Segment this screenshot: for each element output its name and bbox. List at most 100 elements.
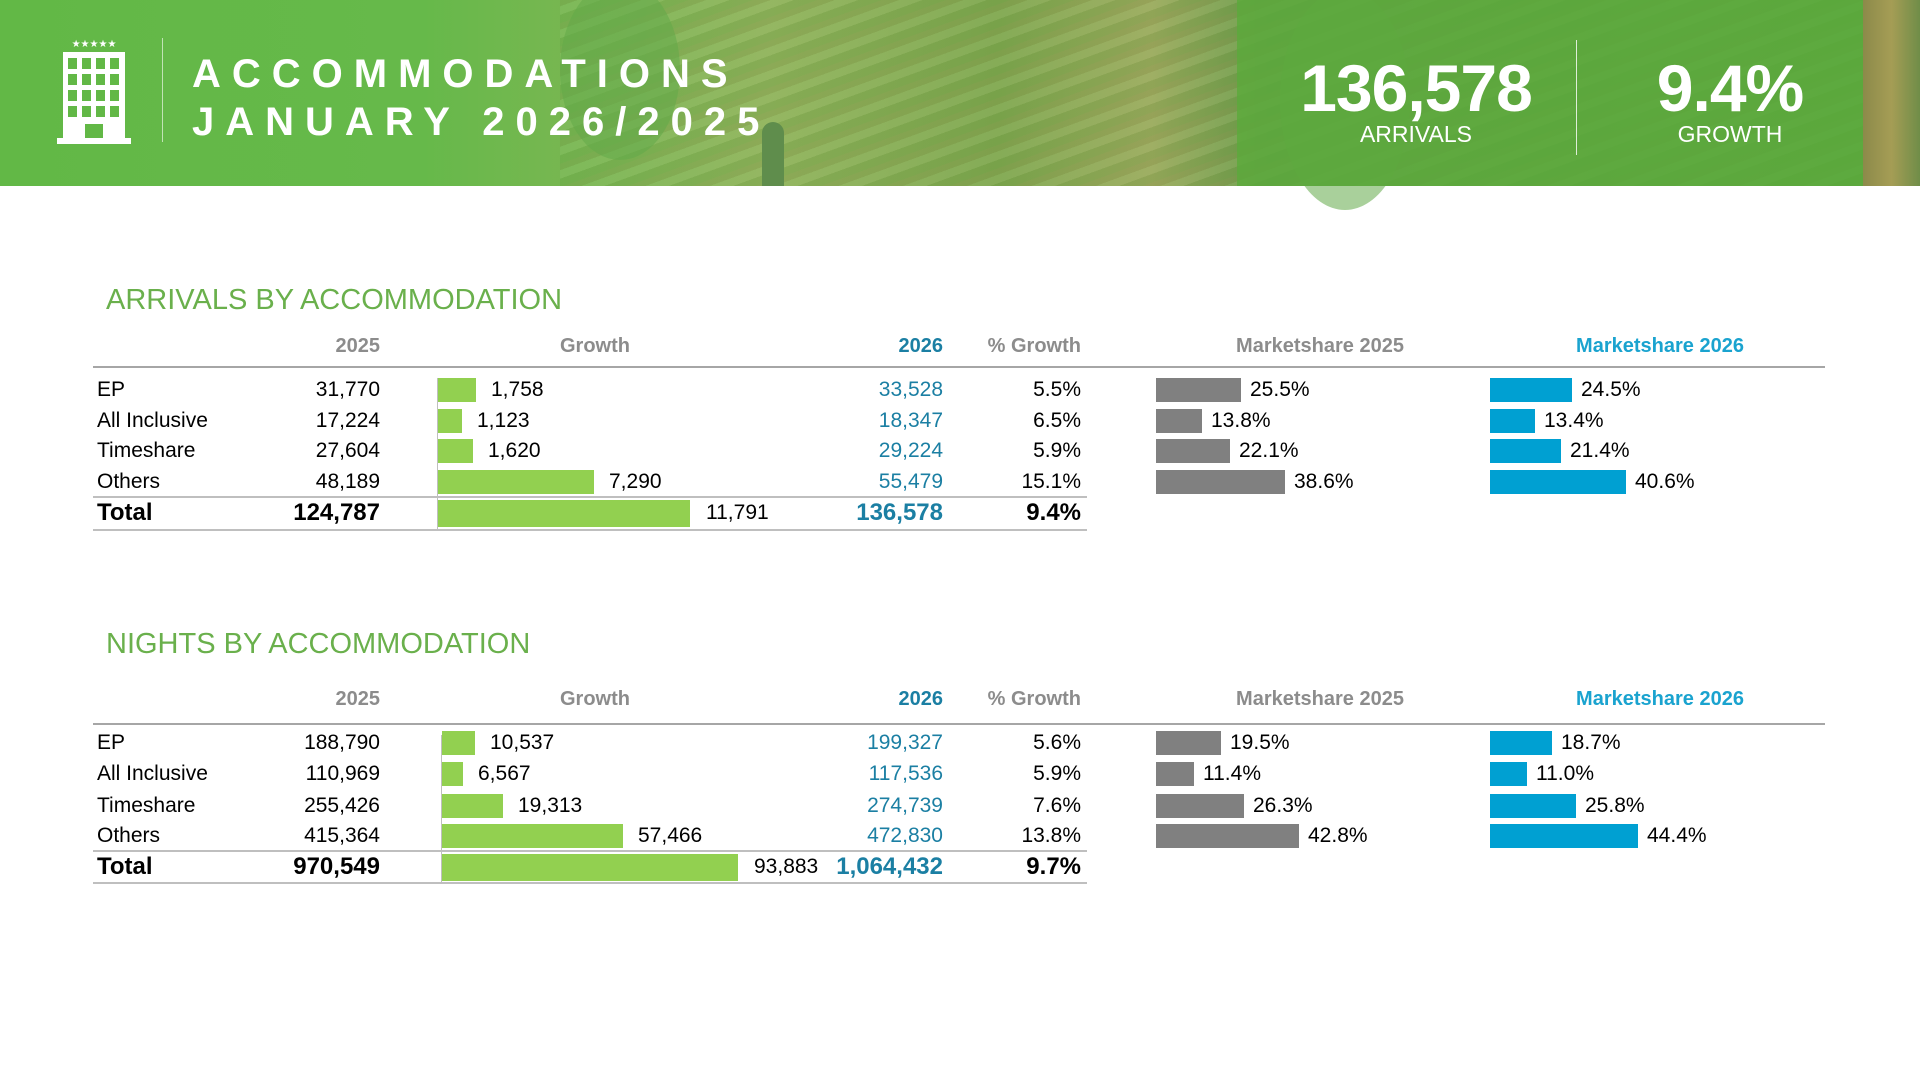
marketshare-2026-bar (1490, 409, 1535, 433)
pct-growth: 9.7% (1026, 853, 1081, 880)
title-line-1: ACCOMMODATIONS (192, 52, 739, 96)
growth-bar (442, 731, 475, 755)
column-header-ms2026: Marketshare 2026 (1576, 688, 1744, 710)
column-header-growth: Growth (560, 335, 630, 357)
growth-value: 1,620 (488, 439, 541, 462)
pct-growth: 5.9% (1033, 762, 1081, 785)
growth-bar (438, 439, 473, 463)
value-2025: 970,549 (293, 853, 380, 880)
kpi-value: 136,578 (1300, 51, 1533, 125)
table-row: EP 188,790 10,537 199,327 5.6% 19.5% 18.7% (0, 728, 1920, 758)
marketshare-2026-value: 40.6% (1635, 470, 1695, 493)
bottom-rule (93, 882, 1087, 884)
marketshare-2026-value: 21.4% (1570, 439, 1630, 462)
marketshare-2025-bar (1156, 378, 1241, 402)
row-label: Timeshare (97, 794, 196, 817)
table-row: All Inclusive 110,969 6,567 117,536 5.9% 11.4… (0, 759, 1920, 789)
kpi-label: ARRIVALS (1359, 121, 1473, 147)
marketshare-2025-value: 26.3% (1253, 794, 1313, 817)
value-2026: 472,830 (867, 824, 943, 847)
hotel-building-icon: ★★★★★ (57, 39, 131, 144)
kpi-panel (1237, 0, 1863, 186)
value-2026: 18,347 (878, 409, 943, 432)
marketshare-2026-bar (1490, 439, 1561, 463)
marketshare-2026-value: 24.5% (1581, 378, 1641, 401)
column-header-ms2025: Marketshare 2025 (1236, 335, 1404, 357)
marketshare-2026-bar (1490, 762, 1527, 786)
column-header-ms2026: Marketshare 2026 (1576, 335, 1744, 357)
value-2025: 188,790 (304, 731, 380, 754)
pct-growth: 9.4% (1026, 499, 1081, 526)
header-banner: ★★★★★ ACCOMMODATIONS JANUARY 2026/2025 1… (0, 0, 1920, 210)
kpi-value: 9.4% (1656, 51, 1804, 125)
growth-value: 6,567 (478, 762, 531, 785)
table-row: Timeshare 255,426 19,313 274,739 7.6% 26.3% 25… (0, 791, 1920, 821)
marketshare-2025-bar (1156, 439, 1230, 463)
marketshare-2025-bar (1156, 762, 1194, 786)
section-title: NIGHTS BY ACCOMMODATION (106, 628, 531, 660)
value-2025: 48,189 (315, 470, 380, 493)
kpi-growth: 9.4% GROWTH (1580, 54, 1880, 146)
column-header-growth: Growth (560, 688, 630, 710)
value-2026: 33,528 (878, 378, 943, 401)
row-label: All Inclusive (97, 409, 208, 432)
table-row: Timeshare 27,604 1,620 29,224 5.9% 22.1% 21.4% (0, 436, 1920, 466)
growth-value: 11,791 (706, 501, 769, 524)
marketshare-2026-bar (1490, 470, 1626, 494)
growth-bar (442, 794, 503, 818)
table-row: All Inclusive 17,224 1,123 18,347 6.5% 13.8% 1… (0, 406, 1920, 436)
table-row: Others 48,189 7,290 55,479 15.1% 38.6% 40.6% (0, 467, 1920, 497)
header-divider (162, 38, 163, 142)
value-2025: 110,969 (305, 762, 380, 785)
value-2025: 124,787 (293, 499, 380, 526)
column-header-pct_growth: % Growth (987, 335, 1081, 357)
marketshare-2025-value: 13.8% (1211, 409, 1271, 432)
total-rule (93, 850, 1087, 852)
growth-bar (442, 824, 623, 848)
marketshare-2026-bar (1490, 378, 1572, 402)
title-line-2: JANUARY 2026/2025 (192, 100, 771, 144)
value-2026: 274,739 (867, 794, 943, 817)
column-header-pct_growth: % Growth (987, 688, 1081, 710)
marketshare-2026-value: 13.4% (1544, 409, 1604, 432)
marketshare-2026-bar (1490, 824, 1638, 848)
page-title: ACCOMMODATIONS JANUARY 2026/2025 (192, 50, 770, 146)
growth-axis (441, 735, 442, 882)
value-2026: 1,064,432 (836, 853, 943, 880)
header-rule (93, 366, 1825, 368)
growth-value: 1,758 (491, 378, 544, 401)
marketshare-2026-bar (1490, 731, 1552, 755)
pct-growth: 15.1% (1021, 470, 1081, 493)
pct-growth: 5.5% (1033, 378, 1081, 401)
marketshare-2026-value: 18.7% (1561, 731, 1621, 754)
growth-value: 7,290 (609, 470, 662, 493)
header-rule (93, 723, 1825, 725)
column-header-ms2025: Marketshare 2025 (1236, 688, 1404, 710)
marketshare-2025-bar (1156, 409, 1202, 433)
value-2026: 136,578 (856, 499, 943, 526)
column-header-y2026: 2026 (898, 688, 944, 710)
growth-bar (438, 409, 462, 433)
marketshare-2025-bar (1156, 794, 1244, 818)
growth-value: 10,537 (490, 731, 555, 754)
growth-bar (442, 762, 463, 786)
row-label: All Inclusive (97, 762, 208, 785)
value-2025: 27,604 (315, 439, 380, 462)
row-label: Total (97, 499, 153, 526)
svg-text:★★★★★: ★★★★★ (72, 39, 117, 50)
growth-value: 93,883 (754, 855, 819, 878)
value-2025: 415,364 (304, 824, 380, 847)
total-row: Total 124,787 11,791 136,578 9.4% (0, 498, 1920, 528)
marketshare-2025-value: 38.6% (1294, 470, 1354, 493)
growth-value: 19,313 (518, 794, 583, 817)
row-label: EP (97, 378, 126, 401)
marketshare-2025-value: 42.8% (1308, 824, 1368, 847)
growth-bar (442, 854, 738, 881)
total-row: Total 970,549 93,883 1,064,432 9.7% (0, 852, 1920, 882)
pct-growth: 5.9% (1033, 439, 1081, 462)
cactus-pad-decoration (560, 0, 680, 160)
marketshare-2025-bar (1156, 470, 1285, 494)
marketshare-2025-value: 11.4% (1203, 762, 1261, 785)
marketshare-2025-bar (1156, 824, 1299, 848)
pct-growth: 5.6% (1033, 731, 1081, 754)
